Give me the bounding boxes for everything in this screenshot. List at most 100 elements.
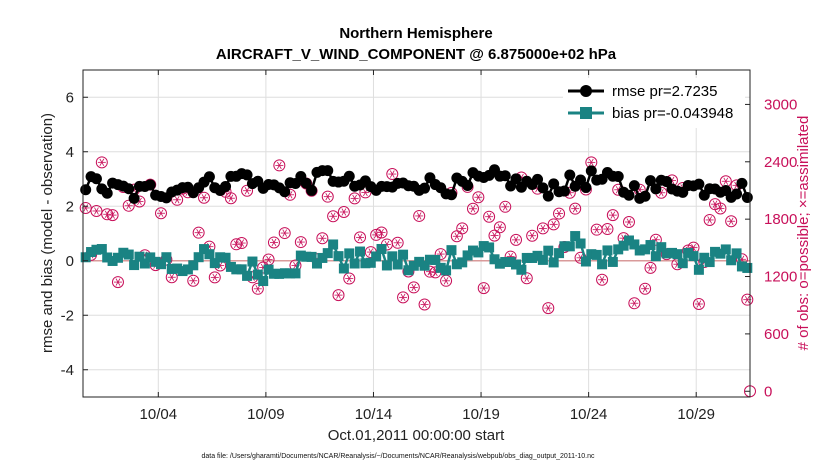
- obs-possible-circle: [536, 222, 549, 235]
- y2-tick-label: 2400: [764, 154, 797, 171]
- bias-point: [607, 256, 618, 267]
- rmse-point: [90, 173, 102, 185]
- data-series: [79, 156, 756, 398]
- obs-possible-point: [553, 207, 566, 220]
- obs-possible-circle: [628, 297, 641, 310]
- y2-tick-label: 1200: [764, 269, 797, 286]
- obs-possible-circle: [90, 204, 103, 217]
- obs-possible-point: [547, 218, 560, 231]
- obs-assimilated-cross: [169, 273, 175, 281]
- bias-point: [484, 242, 495, 253]
- rmse-point: [419, 182, 431, 194]
- obs-possible-point: [466, 202, 479, 215]
- y-tick-label: -4: [61, 362, 74, 379]
- obs-possible-point: [725, 215, 738, 228]
- rmse-point: [564, 169, 576, 181]
- obs-assimilated-cross: [578, 254, 583, 262]
- x-tick-label: 10/14: [355, 406, 393, 423]
- bias-point: [225, 261, 236, 272]
- obs-assimilated-cross: [341, 208, 347, 216]
- obs-possible-point: [413, 209, 426, 222]
- obs-assimilated-cross: [293, 261, 298, 270]
- bias-point: [242, 270, 253, 281]
- obs-assimilated-cross: [400, 293, 406, 302]
- y-tick-label: -2: [61, 307, 74, 324]
- bias-point: [376, 243, 387, 254]
- bias-point: [677, 258, 688, 269]
- obs-possible-circle: [111, 276, 124, 289]
- obs-possible-point: [273, 159, 286, 172]
- rmse-point: [644, 175, 656, 187]
- obs-possible-point: [569, 202, 582, 215]
- obs-possible-circle: [294, 236, 307, 249]
- obs-possible-point: [477, 282, 490, 295]
- obs-possible-point: [472, 191, 485, 204]
- bias-point: [150, 256, 161, 267]
- obs-possible-point: [391, 236, 404, 249]
- obs-possible-circle: [418, 298, 431, 311]
- rmse-point: [510, 173, 522, 185]
- obs-assimilated-cross: [502, 203, 508, 211]
- obs-possible-point: [375, 226, 388, 239]
- obs-possible-point: [397, 291, 410, 304]
- obs-possible-circle: [601, 223, 614, 236]
- x-tick-label: 10/29: [677, 406, 715, 423]
- bias-point: [134, 251, 145, 262]
- bias-point: [473, 247, 484, 258]
- bias-point: [424, 254, 435, 265]
- plot-frame: [82, 69, 751, 398]
- obs-possible-circle: [466, 202, 479, 215]
- obs-assimilated-cross: [459, 224, 465, 233]
- tick-labels: 10/04 10/09 10/14 10/19 10/24 10/29 -4 -2 0 2 4 6 0 6…: [61, 70, 797, 423]
- obs-possible-circle: [273, 159, 286, 172]
- obs-assimilated-cross: [696, 300, 702, 308]
- rmse-point: [445, 189, 457, 201]
- bias-point: [602, 245, 613, 256]
- obs-assimilated-cross: [648, 264, 653, 272]
- bias-point: [715, 248, 726, 259]
- bias-point: [182, 264, 193, 275]
- obs-possible-circle: [725, 215, 738, 228]
- y-tick-label: 6: [66, 89, 74, 106]
- x-axis-label: Oct.01,2011 00:00:00 start: [328, 427, 505, 444]
- bias-point: [274, 268, 285, 279]
- obs-possible-circle: [327, 210, 340, 223]
- obs-possible-circle: [520, 272, 533, 285]
- obs-assimilated-cross: [282, 229, 288, 237]
- obs-possible-circle: [493, 221, 506, 234]
- bias-point: [279, 268, 290, 279]
- rmse-point: [123, 183, 135, 195]
- obs-possible-circle: [354, 231, 367, 244]
- obs-assimilated-cross: [239, 239, 245, 247]
- obs-assimilated-cross: [83, 204, 89, 212]
- bias-point: [365, 257, 376, 268]
- legend-marker-rmse: [580, 85, 592, 97]
- bias-point: [521, 252, 532, 263]
- obs-assimilated-cross: [728, 217, 734, 225]
- obs-possible-point: [337, 205, 350, 218]
- rmse-point: [343, 170, 355, 182]
- bias-point: [199, 244, 210, 255]
- bias-point: [537, 254, 548, 265]
- bias-point: [193, 252, 204, 263]
- rmse-point: [101, 187, 113, 199]
- rmse-point: [537, 182, 549, 194]
- obs-assimilated-cross: [287, 191, 293, 199]
- bias-point: [672, 249, 683, 260]
- bias-point: [618, 240, 629, 251]
- bias-point: [387, 251, 398, 262]
- obs-possible-point: [407, 281, 420, 294]
- obs-possible-circle: [391, 236, 404, 249]
- obs-possible-circle: [187, 274, 200, 287]
- obs-possible-circle: [321, 190, 334, 203]
- bias-point: [710, 246, 721, 257]
- obs-possible-point: [703, 213, 716, 226]
- obs-possible-point: [483, 210, 496, 223]
- bias-point: [301, 251, 312, 262]
- obs-possible-point: [510, 233, 523, 246]
- obs-possible-circle: [472, 191, 485, 204]
- rmse-point: [128, 192, 140, 204]
- obs-possible-circle: [337, 205, 350, 218]
- obs-possible-circle: [526, 229, 539, 242]
